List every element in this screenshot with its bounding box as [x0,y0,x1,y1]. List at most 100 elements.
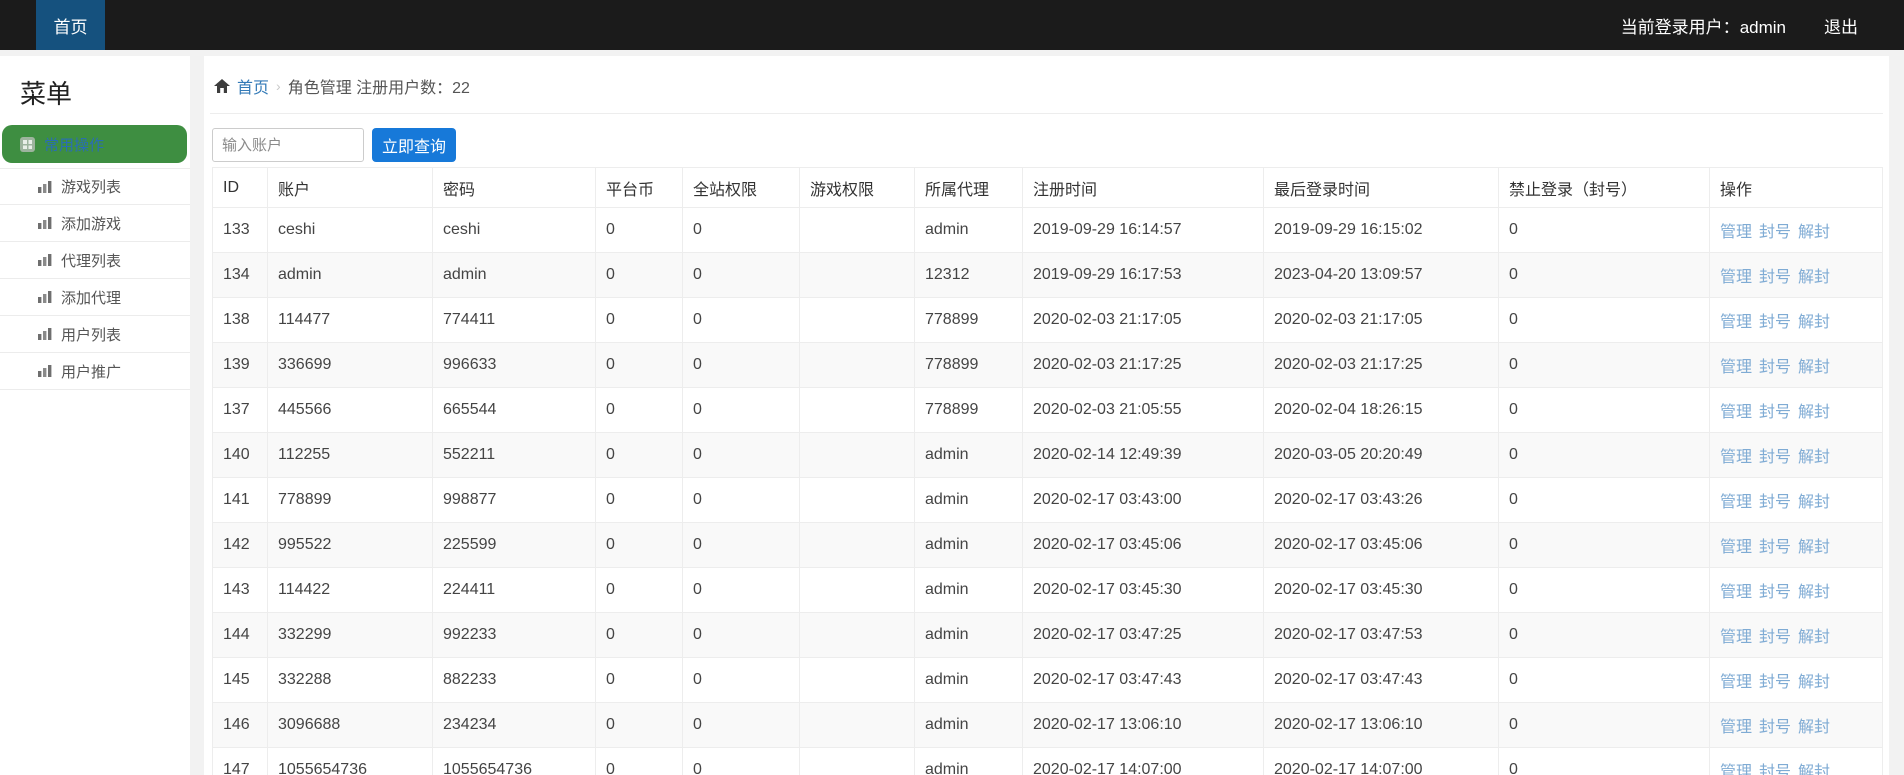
manage-link[interactable]: 管理 [1720,449,1753,466]
cell-account: 332288 [267,657,433,703]
cell-agent: admin [914,567,1023,613]
sidebar-item-6[interactable]: 用户推广 [0,353,190,390]
sidebar: 菜单 常用操作 游戏列表 添加游戏 代理列表 添加代理 用户列表 用户推广 [0,56,190,775]
ban-link[interactable]: 封号 [1759,449,1792,466]
cell-password: 665544 [432,387,596,433]
cell-game_perm [799,612,915,658]
nav-home-tab[interactable]: 首页 [36,0,105,50]
manage-link[interactable]: 管理 [1720,404,1753,421]
ban-link[interactable]: 封号 [1759,224,1792,241]
table-row: 133 ceshi ceshi 0 0 admin 2019-09-29 16:14:57 2… [212,207,1883,253]
manage-link[interactable]: 管理 [1720,359,1753,376]
cell-password: 992233 [432,612,596,658]
unban-link[interactable]: 解封 [1798,719,1831,736]
cell-actions: 管理 封号 解封 [1709,657,1883,703]
ban-link[interactable]: 封号 [1759,494,1792,511]
sidebar-item-label: 添加游戏 [61,215,122,233]
manage-link[interactable]: 管理 [1720,719,1753,736]
unban-link[interactable]: 解封 [1798,449,1831,466]
unban-link[interactable]: 解封 [1798,494,1831,511]
unban-link[interactable]: 解封 [1798,359,1831,376]
cell-game_perm [799,252,915,298]
cell-last_login: 2020-03-05 20:20:49 [1263,432,1499,478]
sidebar-item-5[interactable]: 用户列表 [0,316,190,353]
cell-password: ceshi [432,207,596,253]
cell-password: 234234 [432,702,596,748]
cell-account: 1055654736 [267,747,433,775]
table-row: 134 admin admin 0 0 12312 2019-09-29 16:17:53 2… [212,252,1883,298]
unban-link[interactable]: 解封 [1798,539,1831,556]
sidebar-item-label: 常用操作 [44,136,105,154]
manage-link[interactable]: 管理 [1720,494,1753,511]
search-button[interactable]: 立即查询 [372,128,456,162]
manage-link[interactable]: 管理 [1720,539,1753,556]
top-navbar: 首页 当前登录用户：admin 退出 [0,0,1904,50]
cell-last_login: 2020-02-17 03:47:43 [1263,657,1499,703]
cell-last_login: 2020-02-17 13:06:10 [1263,702,1499,748]
main-panel: 首页 › 角色管理 注册用户数：22 立即查询 ID账户密码平台币全站权限游戏权… [204,56,1889,775]
breadcrumb-home-link[interactable]: 首页 [237,80,270,97]
cell-account: ceshi [267,207,433,253]
column-header: 最后登录时间 [1263,167,1499,208]
ban-link[interactable]: 封号 [1759,674,1792,691]
logout-link[interactable]: 退出 [1824,17,1858,37]
cell-account: 336699 [267,342,433,388]
ban-link[interactable]: 封号 [1759,719,1792,736]
unban-link[interactable]: 解封 [1798,269,1831,286]
cell-actions: 管理 封号 解封 [1709,342,1883,388]
manage-link[interactable]: 管理 [1720,584,1753,601]
table-row: 142 995522 225599 0 0 admin 2020-02-17 03:45:0… [212,522,1883,568]
ban-link[interactable]: 封号 [1759,764,1792,775]
unban-link[interactable]: 解封 [1798,764,1831,775]
cell-id: 144 [212,612,268,658]
cell-account: 3096688 [267,702,433,748]
cell-site_perm: 0 [682,432,800,478]
sidebar-item-label: 游戏列表 [61,179,122,196]
sidebar-item-3[interactable]: 代理列表 [0,242,190,279]
sidebar-item-1[interactable]: 游戏列表 [0,168,190,205]
sidebar-item-2[interactable]: 添加游戏 [0,205,190,242]
unban-link[interactable]: 解封 [1798,314,1831,331]
cell-banned: 0 [1498,252,1710,298]
cell-agent: 778899 [914,297,1023,343]
manage-link[interactable]: 管理 [1720,674,1753,691]
sidebar-item-active[interactable]: 常用操作 [2,125,187,163]
cell-coin: 0 [595,612,683,658]
cell-site_perm: 0 [682,612,800,658]
sidebar-item-label: 用户推广 [61,363,122,381]
manage-link[interactable]: 管理 [1720,269,1753,286]
cell-actions: 管理 封号 解封 [1709,522,1883,568]
manage-link[interactable]: 管理 [1720,764,1753,775]
manage-link[interactable]: 管理 [1720,629,1753,646]
unban-link[interactable]: 解封 [1798,584,1831,601]
cell-game_perm [799,747,915,775]
sidebar-item-4[interactable]: 添加代理 [0,279,190,316]
manage-link[interactable]: 管理 [1720,314,1753,331]
ban-link[interactable]: 封号 [1759,539,1792,556]
ban-link[interactable]: 封号 [1759,629,1792,646]
cell-actions: 管理 封号 解封 [1709,477,1883,523]
column-header: 游戏权限 [799,167,915,208]
unban-link[interactable]: 解封 [1798,224,1831,241]
cell-last_login: 2020-02-17 03:47:53 [1263,612,1499,658]
bar-chart-icon [38,217,52,229]
ban-link[interactable]: 封号 [1759,404,1792,421]
table-row: 141 778899 998877 0 0 admin 2020-02-17 03:43:0… [212,477,1883,523]
ban-link[interactable]: 封号 [1759,269,1792,286]
cell-game_perm [799,387,915,433]
cell-actions: 管理 封号 解封 [1709,387,1883,433]
cell-account: 114422 [267,567,433,613]
search-input[interactable] [212,128,364,162]
unban-link[interactable]: 解封 [1798,404,1831,421]
cell-actions: 管理 封号 解封 [1709,747,1883,775]
unban-link[interactable]: 解封 [1798,674,1831,691]
ban-link[interactable]: 封号 [1759,314,1792,331]
ban-link[interactable]: 封号 [1759,584,1792,601]
manage-link[interactable]: 管理 [1720,224,1753,241]
unban-link[interactable]: 解封 [1798,629,1831,646]
cell-coin: 0 [595,747,683,775]
grid-icon [20,136,35,152]
cell-agent: admin [914,702,1023,748]
cell-actions: 管理 封号 解封 [1709,612,1883,658]
ban-link[interactable]: 封号 [1759,359,1792,376]
